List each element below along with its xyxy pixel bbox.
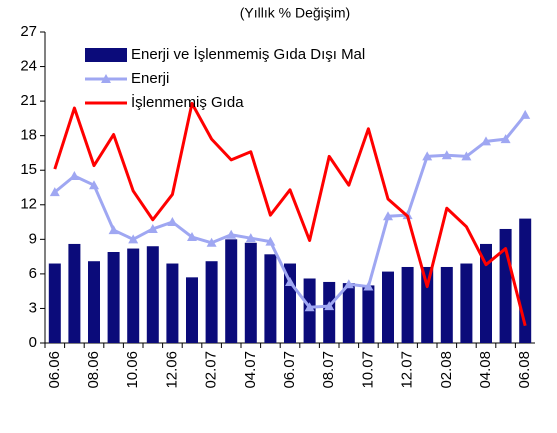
marker <box>324 301 335 311</box>
bar <box>480 243 492 343</box>
x-tick-label: 04.08 <box>477 351 494 389</box>
bar <box>244 242 257 343</box>
bar <box>88 261 100 343</box>
marker <box>245 233 256 243</box>
marker <box>363 281 374 291</box>
bar <box>382 271 394 343</box>
marker <box>187 232 197 242</box>
marker <box>108 225 119 235</box>
marker <box>128 234 139 244</box>
legend-label: İşlenmemiş Gıda <box>131 93 244 111</box>
bar <box>362 285 375 343</box>
x-tick-label: 10.06 <box>124 351 141 389</box>
marker <box>500 134 511 144</box>
y-tick-label: 0 <box>29 334 37 351</box>
marker <box>265 236 276 246</box>
bar <box>460 263 473 343</box>
bar <box>186 277 198 343</box>
marker <box>520 109 531 119</box>
bar <box>421 266 434 343</box>
x-tick-label: 06.07 <box>281 351 298 389</box>
x-tick-label: 02.08 <box>438 351 455 389</box>
x-tick-label: 06.06 <box>46 351 63 389</box>
bar <box>264 254 277 343</box>
marker <box>304 302 315 312</box>
y-tick-label: 9 <box>29 230 37 247</box>
marker <box>343 279 354 289</box>
x-tick-label: 12.07 <box>399 351 416 389</box>
bar <box>205 261 218 343</box>
y-tick-label: 15 <box>20 161 37 178</box>
bar <box>323 281 336 343</box>
chart-title: (Yıllık % Değişim) <box>240 5 350 21</box>
marker <box>167 217 178 227</box>
x-tick-label: 12.06 <box>163 351 180 389</box>
marker <box>481 136 491 146</box>
y-tick-label: 24 <box>20 58 37 75</box>
marker <box>383 211 393 221</box>
bar <box>342 283 355 343</box>
bar <box>48 263 61 343</box>
marker <box>147 223 158 233</box>
y-tick-label: 18 <box>20 127 37 144</box>
x-tick-label: 02.07 <box>203 351 220 389</box>
bar <box>401 266 414 343</box>
bar <box>225 239 238 343</box>
bar <box>440 266 453 343</box>
y-tick-label: 3 <box>29 299 37 316</box>
x-tick-label: 04.07 <box>242 351 259 389</box>
marker <box>285 276 295 286</box>
marker <box>461 151 472 161</box>
line <box>53 101 527 327</box>
x-tick-label: 06.08 <box>516 351 533 389</box>
bar <box>146 246 159 343</box>
y-tick-label: 27 <box>20 23 37 40</box>
marker <box>89 180 99 190</box>
x-tick-label: 10.07 <box>359 351 376 389</box>
marker <box>422 151 433 161</box>
bar <box>68 243 81 343</box>
legend-label: Enerji <box>131 70 169 87</box>
marker <box>69 170 80 180</box>
y-tick-label: 6 <box>29 265 37 282</box>
bar <box>107 252 120 343</box>
marker <box>49 187 60 197</box>
bar <box>499 228 512 343</box>
bar <box>127 248 140 343</box>
legend-label: Enerji ve İşlenmemiş Gıda Dışı Mal <box>131 45 365 63</box>
bar <box>166 263 179 343</box>
y-tick-label: 21 <box>20 92 37 109</box>
y-tick-label: 12 <box>20 196 37 213</box>
marker <box>226 229 237 239</box>
legend-swatch <box>85 48 127 62</box>
x-tick-label: 08.07 <box>320 351 337 389</box>
marker <box>101 74 111 83</box>
marker <box>441 150 452 160</box>
marker <box>206 237 217 247</box>
x-tick-label: 08.06 <box>85 351 102 389</box>
